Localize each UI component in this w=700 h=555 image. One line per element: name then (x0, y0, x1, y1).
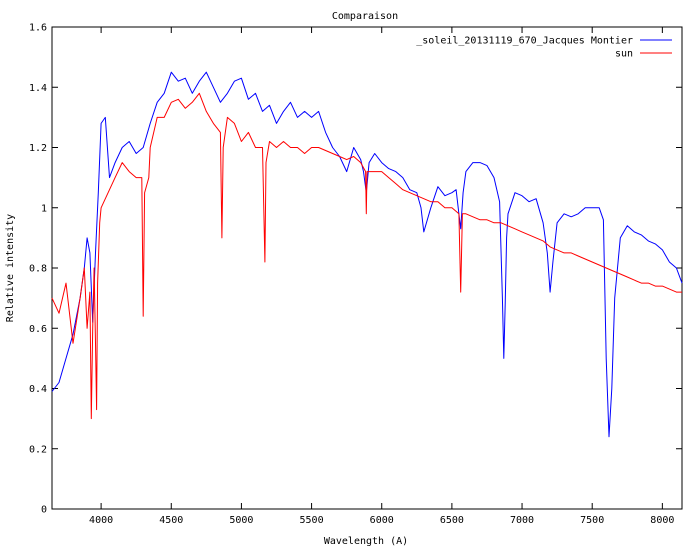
y-tick-label: 0 (41, 505, 47, 516)
y-tick-label: 0.4 (29, 384, 47, 395)
series-line-0 (51, 71, 683, 438)
series-line-1 (51, 92, 682, 420)
x-axis-ticks: 4000 4500 5000 5500 6000 6500 7000 7500 8000 (89, 27, 674, 526)
x-tick-label: 6000 (370, 515, 394, 526)
x-tick-label: 8000 (650, 515, 674, 526)
chart-title: Comparaison (332, 11, 398, 22)
y-tick-label: 1.4 (29, 83, 47, 94)
x-tick-label: 4500 (159, 515, 183, 526)
x-tick-label: 4000 (89, 515, 113, 526)
y-tick-label: 1.6 (29, 23, 47, 34)
y-tick-label: 1.2 (29, 143, 47, 154)
x-axis-label: Wavelength (A) (324, 536, 408, 547)
y-tick-label: 0.8 (29, 264, 47, 275)
y-axis-label: Relative intensity (5, 214, 16, 322)
plot-frame (51, 26, 683, 510)
y-tick-label: 0.6 (29, 324, 47, 335)
x-tick-label: 5500 (300, 515, 324, 526)
y-axis-ticks: 0 0.2 0.4 0.6 0.8 1 1.2 1.4 1.6 (29, 23, 682, 516)
legend-label-1: sun (615, 49, 633, 60)
y-tick-label: 0.2 (29, 444, 47, 455)
legend: _soleil_20131119_670_Jacques Montier sun (416, 36, 672, 60)
y-tick-label: 1 (41, 203, 47, 214)
x-tick-label: 7500 (580, 515, 604, 526)
x-tick-label: 5000 (229, 515, 253, 526)
series-layer (51, 71, 683, 438)
legend-label-0: _soleil_20131119_670_Jacques Montier (416, 36, 633, 47)
x-tick-label: 7000 (510, 515, 534, 526)
x-tick-label: 6500 (440, 515, 464, 526)
